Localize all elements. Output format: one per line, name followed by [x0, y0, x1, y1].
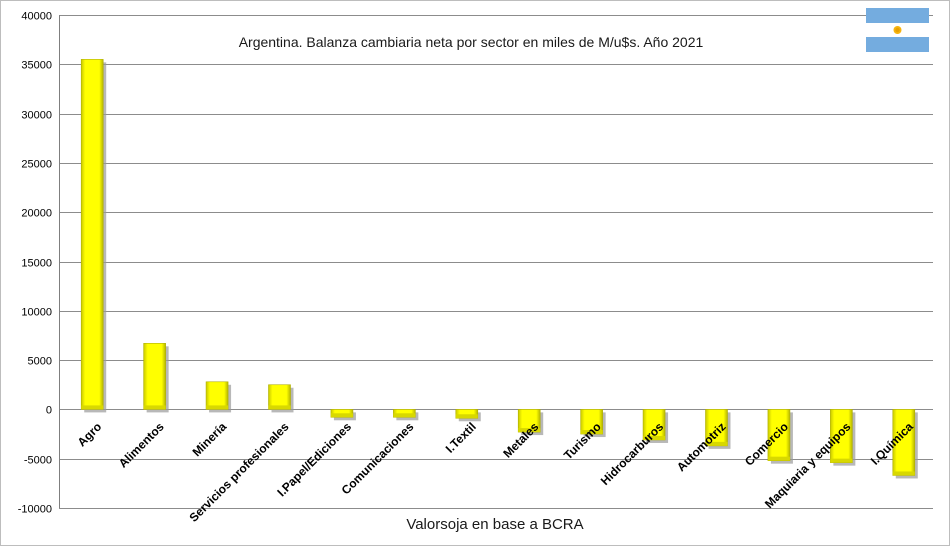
bar-cap	[81, 405, 104, 410]
y-tick-label: 5000	[28, 356, 52, 368]
bar-cap	[580, 430, 603, 435]
bar-cap	[393, 413, 416, 418]
bar-cap	[455, 414, 478, 419]
y-tick-label: -5000	[24, 455, 52, 467]
x-tick-label: Agro	[75, 420, 105, 450]
x-axis-label: Valorsoja en base a BCRA	[406, 516, 583, 533]
y-tick-label: 20000	[21, 208, 52, 220]
bar-cap	[830, 458, 853, 463]
bar-cap	[330, 413, 353, 418]
bar-agro	[80, 59, 104, 410]
gridlines	[59, 15, 933, 509]
y-tick-label: 25000	[21, 159, 52, 171]
y-axis-ticks: 40000 35000 30000 25000 20000 15000 10000 5000 0…	[18, 11, 52, 516]
y-tick-label: 35000	[21, 60, 52, 72]
y-tick-label: 10000	[21, 307, 52, 319]
x-tick-label: Alimentos	[116, 419, 167, 470]
x-tick-label: I.Textil	[443, 420, 479, 456]
bar-cap	[206, 405, 229, 410]
bar-cap	[143, 405, 166, 410]
x-tick-label: Minería	[190, 419, 230, 459]
bar-cap	[892, 471, 915, 476]
bar-cap	[643, 435, 666, 440]
bar-miner-a	[205, 381, 229, 410]
bar-cap	[767, 456, 790, 461]
bar-cap	[705, 441, 728, 446]
y-tick-label: 15000	[21, 258, 52, 270]
argentina-flag-icon	[866, 8, 929, 52]
x-tick-label: Hidrocarburos	[598, 419, 667, 488]
y-tick-label: 0	[46, 405, 52, 417]
chart-title: Argentina. Balanza cambiaria neta por se…	[239, 34, 704, 50]
y-tick-label: 40000	[21, 11, 52, 23]
y-tick-label: -10000	[18, 504, 52, 516]
bar-cap	[518, 428, 541, 433]
y-tick-label: 30000	[21, 110, 52, 122]
bars	[80, 59, 918, 479]
bar-cap	[268, 405, 291, 410]
bar-alimentos	[143, 343, 166, 410]
